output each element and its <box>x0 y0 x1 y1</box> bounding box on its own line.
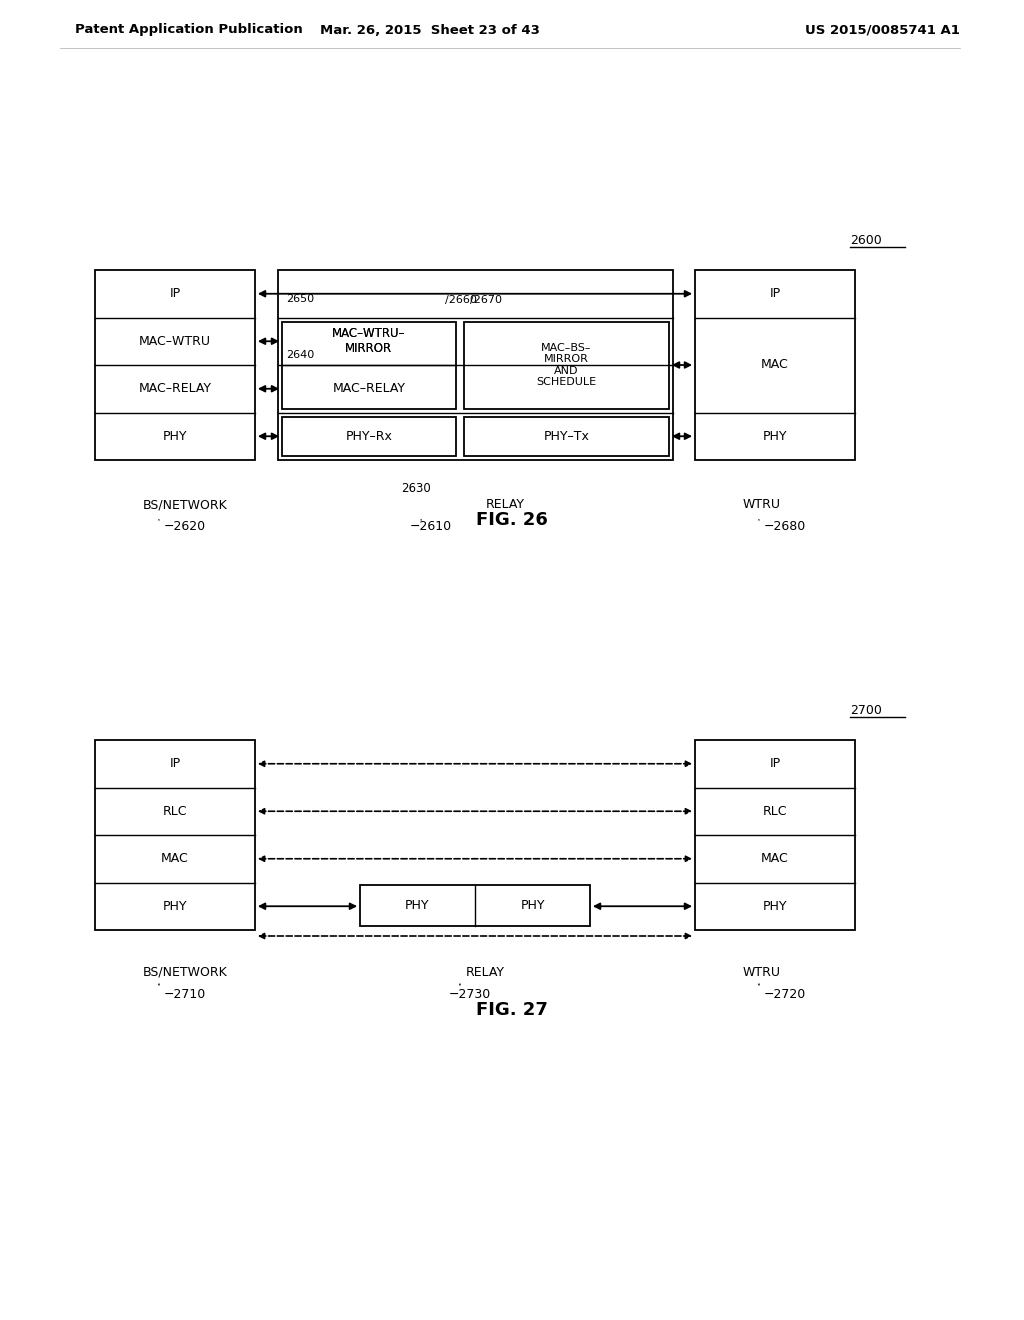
Text: IP: IP <box>169 288 180 300</box>
Text: IP: IP <box>769 758 780 771</box>
Bar <box>464 417 669 455</box>
Text: MAC–RELAY: MAC–RELAY <box>138 383 212 395</box>
Text: −2620: −2620 <box>164 520 206 533</box>
Text: RELAY: RELAY <box>466 965 505 978</box>
Text: −2680: −2680 <box>764 520 806 533</box>
Text: /2660: /2660 <box>444 294 476 305</box>
Text: 2700: 2700 <box>850 704 882 717</box>
Text: US 2015/0085741 A1: US 2015/0085741 A1 <box>805 24 961 37</box>
Text: WTRU: WTRU <box>743 499 781 511</box>
Text: /2670: /2670 <box>470 294 502 305</box>
Bar <box>95 271 255 459</box>
Text: PHY: PHY <box>763 900 787 912</box>
Text: 2650: 2650 <box>286 294 314 305</box>
Text: MAC–RELAY: MAC–RELAY <box>333 383 406 395</box>
Text: FIG. 26: FIG. 26 <box>476 511 548 529</box>
Text: 2640: 2640 <box>286 350 314 360</box>
Text: MAC–WTRU–
MIRROR: MAC–WTRU– MIRROR <box>332 327 406 355</box>
Bar <box>464 322 669 408</box>
Bar <box>695 741 855 931</box>
Text: IP: IP <box>769 288 780 300</box>
Text: BS/NETWORK: BS/NETWORK <box>143 499 227 511</box>
Text: MAC: MAC <box>161 853 188 865</box>
Text: Patent Application Publication: Patent Application Publication <box>75 24 303 37</box>
Bar <box>360 884 590 927</box>
Text: MAC: MAC <box>761 853 788 865</box>
Text: RLC: RLC <box>163 805 187 818</box>
Text: WTRU: WTRU <box>743 965 781 978</box>
Text: −2730: −2730 <box>449 987 492 1001</box>
Text: PHY–Tx: PHY–Tx <box>544 430 589 442</box>
Bar <box>278 271 673 459</box>
Text: PHY–Rx: PHY–Rx <box>345 430 392 442</box>
Text: Mar. 26, 2015  Sheet 23 of 43: Mar. 26, 2015 Sheet 23 of 43 <box>321 24 540 37</box>
Text: PHY: PHY <box>163 430 187 442</box>
Text: −2710: −2710 <box>164 987 206 1001</box>
Text: MAC: MAC <box>761 359 788 371</box>
Text: 2600: 2600 <box>850 234 882 247</box>
Bar <box>282 322 456 408</box>
Text: PHY: PHY <box>406 899 430 912</box>
Text: MAC–WTRU: MAC–WTRU <box>139 335 211 347</box>
Bar <box>95 741 255 931</box>
Text: RLC: RLC <box>763 805 787 818</box>
Text: PHY: PHY <box>763 430 787 442</box>
Text: FIG. 27: FIG. 27 <box>476 1001 548 1019</box>
Text: IP: IP <box>169 758 180 771</box>
Text: MAC–BS–
MIRROR
AND
SCHEDULE: MAC–BS– MIRROR AND SCHEDULE <box>537 343 596 387</box>
Text: RELAY: RELAY <box>486 499 525 511</box>
Text: 2630: 2630 <box>401 482 431 495</box>
Text: PHY: PHY <box>163 900 187 912</box>
Text: −2720: −2720 <box>764 987 806 1001</box>
Text: MAC–WTRU–
MIRROR: MAC–WTRU– MIRROR <box>332 327 406 355</box>
Bar <box>695 271 855 459</box>
Text: PHY: PHY <box>520 899 545 912</box>
Text: −2610: −2610 <box>411 520 453 533</box>
Text: BS/NETWORK: BS/NETWORK <box>143 965 227 978</box>
Bar <box>282 417 456 455</box>
